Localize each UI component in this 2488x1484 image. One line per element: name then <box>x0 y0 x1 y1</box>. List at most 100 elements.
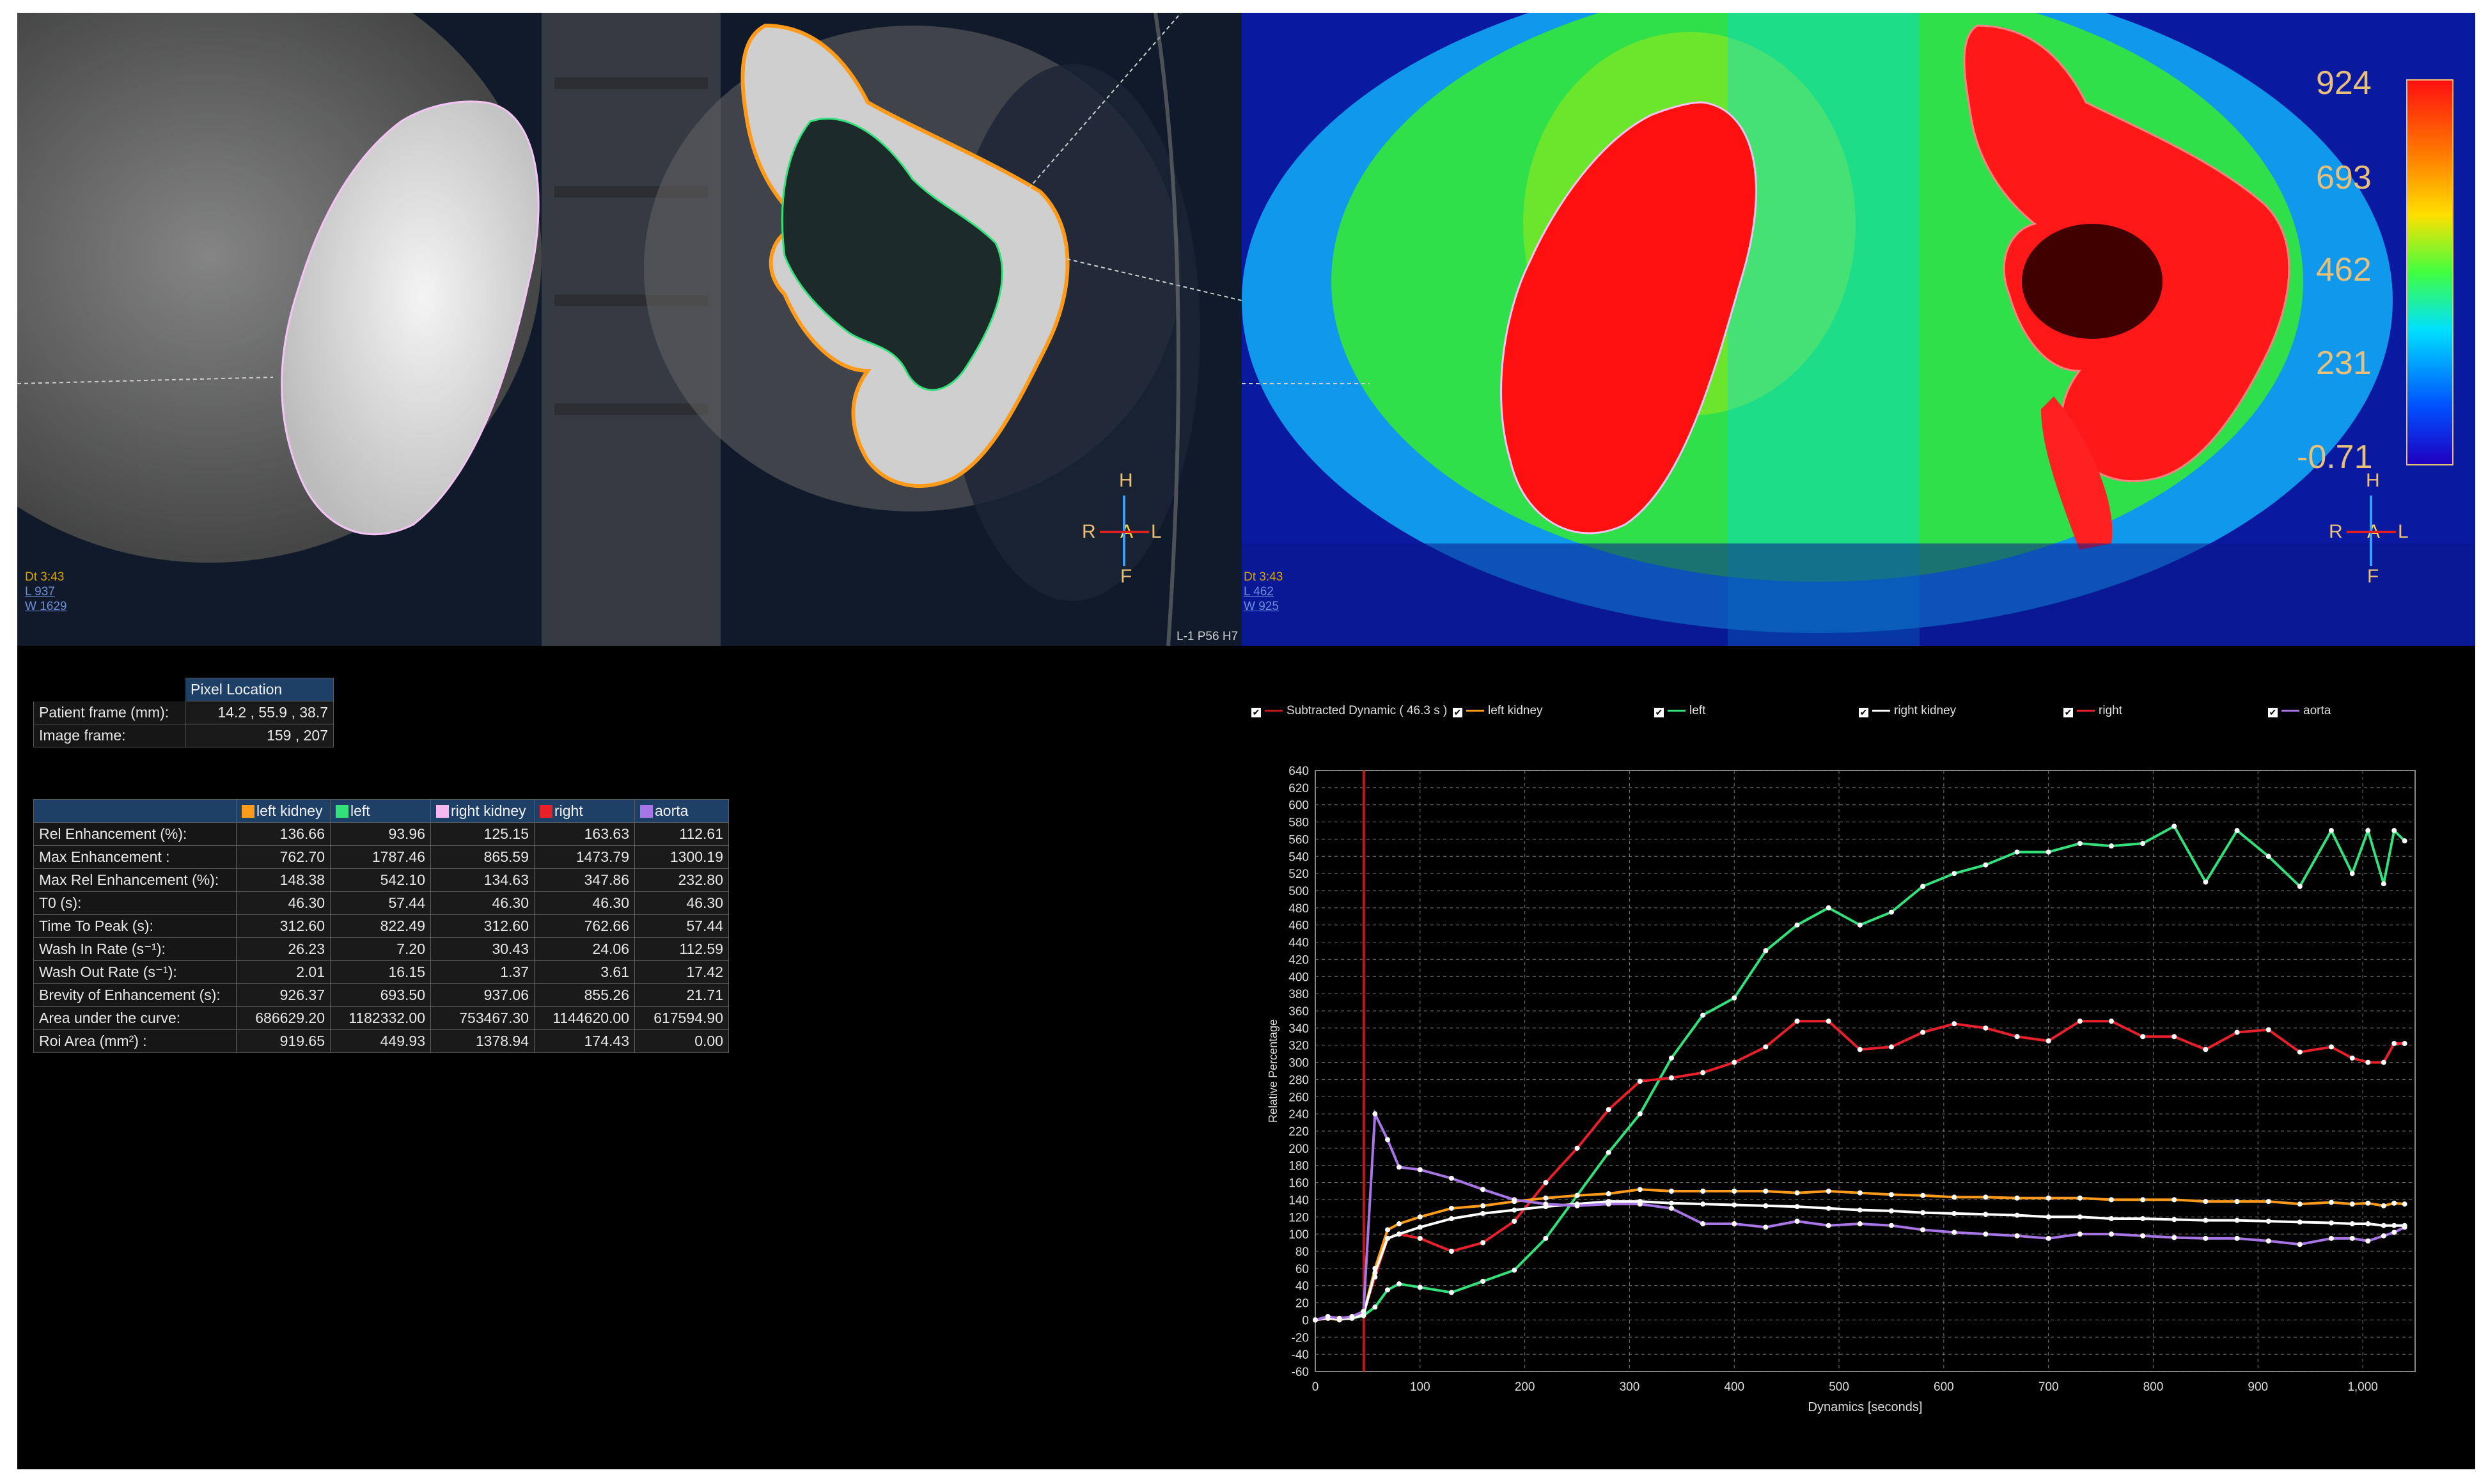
y-tick-label: 160 <box>1288 1177 1309 1191</box>
data-point <box>1952 1021 1957 1027</box>
data-point <box>2171 824 2177 829</box>
roi-color-swatch <box>242 805 254 818</box>
legend-line-icon <box>1872 710 1890 712</box>
window-link[interactable]: W 1629 <box>25 600 67 613</box>
y-tick-label: 200 <box>1288 1143 1309 1156</box>
y-tick-label: 640 <box>1288 765 1309 778</box>
roi-color-swatch <box>540 805 552 818</box>
data-point <box>1794 1190 1800 1196</box>
cell-value: 21.71 <box>634 983 729 1007</box>
orient-f: F <box>1120 566 1132 587</box>
y-tick-label: 340 <box>1288 1022 1309 1036</box>
legend-checkbox[interactable]: ✔ <box>1453 707 1462 717</box>
data-point <box>2328 1235 2334 1241</box>
data-point <box>2297 1049 2303 1055</box>
cell-value: 865.59 <box>430 845 535 869</box>
legend-checkbox[interactable]: ✔ <box>1654 707 1664 717</box>
data-point <box>2108 1215 2114 1221</box>
data-point <box>1543 1235 1549 1241</box>
cell-value: 762.70 <box>236 845 331 869</box>
data-point <box>1372 1270 1378 1276</box>
data-point <box>1417 1224 1423 1230</box>
data-point <box>1385 1227 1391 1233</box>
legend-item[interactable]: ✔ right kidney <box>1859 704 1956 718</box>
window-link[interactable]: W 925 <box>1244 600 1279 613</box>
level-link[interactable]: L 937 <box>25 585 55 598</box>
data-point <box>1857 1190 1863 1196</box>
data-point <box>1732 1221 1737 1227</box>
row-label: Wash Out Rate (s⁻¹): <box>33 960 237 984</box>
row-label: Brevity of Enhancement (s): <box>33 983 237 1007</box>
cell-value: 542.10 <box>330 868 431 892</box>
enhancement-chart[interactable]: -60 -40 -20 0 20 40 60 80 100 120 140 160 180 200 220 2… <box>1232 745 2460 1448</box>
y-tick-label: 240 <box>1288 1108 1309 1121</box>
data-point <box>1983 1194 1989 1200</box>
pixel-location-header: Pixel Location <box>185 678 334 701</box>
data-point <box>2108 1019 2114 1024</box>
right-parametric-viewport[interactable]: 924 693 462 231 -0.71 Dt 3:43 L 462 W 92… <box>1242 13 2475 646</box>
data-point <box>2234 1217 2240 1223</box>
x-tick-label: 700 <box>2038 1380 2059 1394</box>
cell-value: 617594.90 <box>634 1006 729 1030</box>
dt-label: Dt 3:43 <box>1244 570 1283 584</box>
y-tick-label: 260 <box>1288 1091 1309 1104</box>
legend-item[interactable]: ✔ right <box>2063 704 2122 718</box>
data-point <box>2328 1199 2334 1205</box>
legend-checkbox[interactable]: ✔ <box>1251 707 1261 717</box>
y-tick-label: 600 <box>1288 799 1309 813</box>
scale-label-3: 462 <box>2316 251 2372 288</box>
x-tick-label: 1,000 <box>2347 1380 2378 1394</box>
legend-checkbox[interactable]: ✔ <box>1859 707 1868 717</box>
x-tick-label: 600 <box>1934 1380 1954 1394</box>
row-label: Area under the curve: <box>33 1006 237 1030</box>
data-point <box>2140 1215 2146 1221</box>
legend-item[interactable]: ✔ Subtracted Dynamic ( 46.3 s ) <box>1251 704 1447 718</box>
orient-f: F <box>2367 566 2379 587</box>
legend-item[interactable]: ✔ aorta <box>2268 704 2331 718</box>
data-point <box>2046 1195 2051 1201</box>
cell-value: 17.42 <box>634 960 729 984</box>
data-point <box>2077 1214 2083 1220</box>
data-point <box>2171 1034 2177 1040</box>
legend-item[interactable]: ✔ left <box>1654 704 1705 718</box>
data-point <box>2203 879 2209 885</box>
legend-checkbox[interactable]: ✔ <box>2268 707 2278 717</box>
y-tick-label: 580 <box>1288 816 1309 830</box>
data-point <box>2203 1235 2209 1241</box>
cell-value: 1144620.00 <box>534 1006 635 1030</box>
table-row: Wash In Rate (s⁻¹): 26.23 7.20 30.43 24.06 11… <box>33 937 729 961</box>
orientation-widget[interactable]: H R A L F <box>1082 470 1162 588</box>
row-label: Wash In Rate (s⁻¹): <box>33 937 237 961</box>
cell-value: 0.00 <box>634 1029 729 1053</box>
data-point <box>1448 1290 1454 1295</box>
data-point <box>2265 1219 2271 1224</box>
data-point <box>2328 1220 2334 1226</box>
legend-checkbox[interactable]: ✔ <box>2063 707 2073 717</box>
level-link[interactable]: L 462 <box>1244 585 1274 598</box>
roi-column-label: right <box>554 802 583 819</box>
data-point <box>1336 1315 1342 1321</box>
data-point <box>1952 1194 1957 1200</box>
y-tick-label: 520 <box>1288 868 1309 881</box>
data-point <box>2140 1233 2146 1238</box>
data-point <box>1763 1189 1769 1194</box>
data-point <box>1888 1192 1894 1198</box>
left-image-viewport[interactable]: Dt 3:43 L 937 W 1629 L-1 P56 H7 H R A L … <box>17 13 1242 646</box>
roi-column-header: aorta <box>634 799 729 823</box>
data-point <box>2140 841 2146 847</box>
data-point <box>1668 1055 1674 1061</box>
roi-column-header: right kidney <box>430 799 535 823</box>
orientation-widget[interactable]: H R A L F <box>2329 470 2409 588</box>
data-point <box>1397 1231 1402 1237</box>
cell-value: 57.44 <box>634 914 729 938</box>
legend-item[interactable]: ✔ left kidney <box>1453 704 1543 718</box>
table-row: Brevity of Enhancement (s): 926.37 693.50 9… <box>33 983 729 1007</box>
data-point <box>1763 1203 1769 1208</box>
data-point <box>1385 1235 1391 1241</box>
data-point <box>1637 1201 1643 1207</box>
data-point <box>2391 1041 2397 1047</box>
data-point <box>1637 1079 1643 1084</box>
cell-value: 855.26 <box>534 983 635 1007</box>
cell-value: 926.37 <box>236 983 331 1007</box>
y-tick-label: -40 <box>1292 1348 1309 1362</box>
